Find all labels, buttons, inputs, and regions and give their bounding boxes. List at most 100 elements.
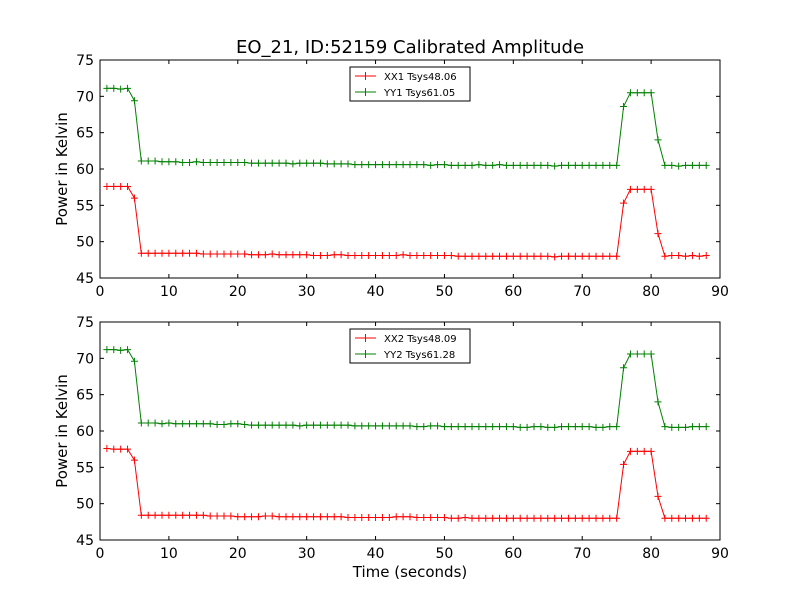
data-point [399, 161, 407, 169]
data-point [268, 512, 276, 520]
data-point [192, 158, 200, 166]
data-point [337, 160, 345, 168]
data-point [571, 514, 579, 522]
data-point [220, 512, 228, 520]
x-tick-label: 90 [711, 284, 729, 300]
data-point [192, 249, 200, 257]
data-point [179, 158, 187, 166]
y-tick-label: 50 [76, 235, 94, 251]
data-point [179, 511, 187, 519]
data-point [571, 161, 579, 169]
y-tick-label: 45 [76, 533, 94, 549]
data-point [675, 162, 683, 170]
data-point [427, 422, 435, 430]
data-point [606, 161, 614, 169]
data-point [296, 159, 304, 167]
data-point [234, 420, 242, 428]
data-point [468, 514, 476, 522]
data-point [578, 161, 586, 169]
data-point [385, 513, 393, 521]
legend: XX2 Tsys48.09 YY2 Tsys61.28 [349, 328, 471, 364]
data-point [530, 423, 538, 431]
y-tick-label: 45 [76, 271, 94, 287]
data-point [316, 159, 324, 167]
data-point [392, 161, 400, 169]
y-tick-label: 75 [76, 315, 94, 331]
data-point [420, 423, 428, 431]
data-point [558, 252, 566, 260]
y-axis-label: Power in Kelvin [53, 112, 71, 226]
data-point [103, 84, 111, 92]
data-point [592, 252, 600, 260]
data-point [454, 514, 462, 522]
data-point [206, 250, 214, 258]
data-point [365, 251, 373, 259]
data-point [151, 157, 159, 165]
data-point [633, 185, 641, 193]
bottom-panel: 0 10 20 30 40 50 60 70 80 90 45 50 55 60 65 70 75 Power i… [53, 315, 729, 581]
data-point [289, 421, 297, 429]
x-tick-label: 50 [436, 284, 454, 300]
data-point [489, 252, 497, 260]
data-point [165, 511, 173, 519]
data-point [482, 161, 490, 169]
data-point [640, 89, 648, 97]
data-point [454, 252, 462, 260]
data-point [633, 447, 641, 455]
data-point [241, 420, 249, 428]
data-point [103, 444, 111, 452]
data-point [220, 420, 228, 428]
x-tick-label: 30 [298, 284, 316, 300]
data-point [620, 103, 628, 111]
data-point [413, 423, 421, 431]
x-tick-label: 40 [367, 284, 385, 300]
data-point [475, 161, 483, 169]
data-point [461, 423, 469, 431]
data-point [199, 158, 207, 166]
data-point [372, 161, 380, 169]
data-point [578, 514, 586, 522]
x-tick-label: 0 [96, 546, 105, 562]
data-point [323, 160, 331, 168]
legend-entry: YY2 Tsys61.28 [383, 350, 455, 361]
data-point [468, 252, 476, 260]
data-point [241, 158, 249, 166]
data-point [420, 513, 428, 521]
data-point [110, 346, 118, 354]
data-point [110, 182, 118, 190]
x-tick-label: 10 [160, 546, 178, 562]
x-tick-label: 20 [229, 546, 247, 562]
data-point [254, 159, 262, 167]
data-point [186, 249, 194, 257]
data-point [654, 492, 662, 500]
data-point [454, 161, 462, 169]
data-point [110, 84, 118, 92]
data-point [551, 423, 559, 431]
data-point [468, 161, 476, 169]
data-point [406, 251, 414, 259]
y-tick-label: 60 [76, 162, 94, 178]
x-tick-label: 90 [711, 546, 729, 562]
data-point [523, 514, 531, 522]
x-tick-label: 80 [642, 546, 660, 562]
data-point [661, 161, 669, 169]
data-point [447, 161, 455, 169]
data-point [551, 253, 559, 261]
data-point [323, 513, 331, 521]
data-point [475, 514, 483, 522]
data-point [165, 158, 173, 166]
data-point [296, 422, 304, 430]
data-point [372, 251, 380, 259]
data-point [537, 423, 545, 431]
data-point [613, 423, 621, 431]
data-point [523, 423, 531, 431]
data-point [254, 421, 262, 429]
data-point [599, 252, 607, 260]
data-point [130, 97, 138, 105]
data-point [261, 159, 269, 167]
data-point [613, 514, 621, 522]
data-point [296, 251, 304, 259]
data-point [385, 422, 393, 430]
data-point [571, 423, 579, 431]
data-point [489, 161, 497, 169]
